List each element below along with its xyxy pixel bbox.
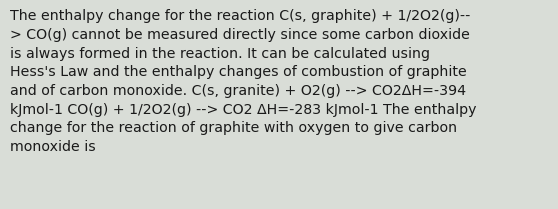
Text: The enthalpy change for the reaction C(s, graphite) + 1/2O2(g)--
> CO(g) cannot : The enthalpy change for the reaction C(s… bbox=[10, 9, 477, 154]
